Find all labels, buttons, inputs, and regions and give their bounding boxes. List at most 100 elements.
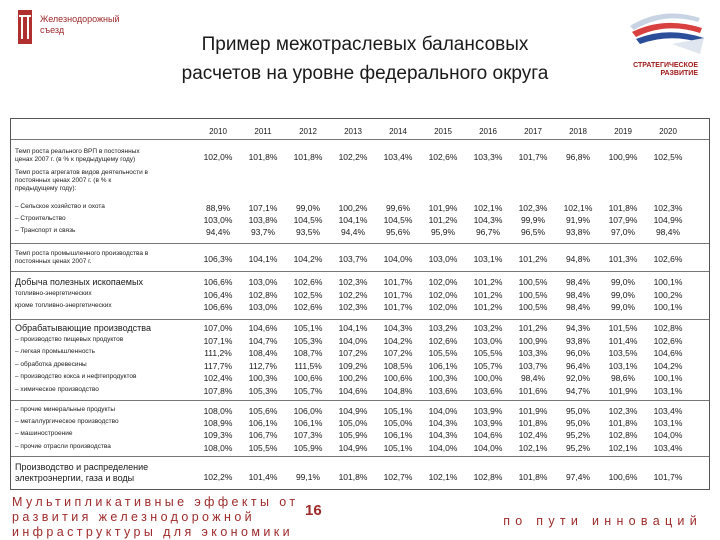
- value-cell: 105,1%: [293, 323, 323, 333]
- value-cell: 103,0%: [428, 254, 458, 264]
- value-cell: 97,0%: [610, 227, 636, 237]
- row-label-line: предыдущему году):: [15, 185, 77, 192]
- logo-left: Железнодорожный съезд: [18, 10, 138, 50]
- value-cell: 99,9%: [520, 215, 546, 225]
- value-cell: 102,3%: [338, 277, 368, 287]
- row-label-line: – металлургическое производство: [15, 418, 119, 425]
- value-cell: 103,4%: [653, 406, 683, 416]
- value-cell: 102,0%: [428, 277, 458, 287]
- value-cell: 92,0%: [565, 373, 591, 383]
- value-cell: 88,9%: [205, 203, 231, 213]
- value-cell: 103,2%: [473, 323, 503, 333]
- footer-tagline: по пути инноваций: [503, 514, 702, 528]
- value-cell: 101,4%: [248, 472, 278, 482]
- value-cell: 103,8%: [248, 215, 278, 225]
- table-row: топливно-энергетических 106,4% 102,8% 102,5…: [11, 290, 709, 304]
- value-cell: 105,6%: [248, 406, 278, 416]
- value-cell: 104,3%: [428, 418, 458, 428]
- value-cell: 104,6%: [338, 386, 368, 396]
- value-cell: 100,3%: [248, 373, 278, 383]
- value-cell: 107,1%: [203, 336, 233, 346]
- footer-line2: развития железнодорожной: [12, 510, 256, 524]
- year-header: 2015: [434, 127, 452, 136]
- value-cell: 104,1%: [248, 254, 278, 264]
- row-label: – Строительство: [15, 215, 66, 223]
- value-cell: 104,5%: [383, 215, 413, 225]
- value-cell: 105,5%: [248, 443, 278, 453]
- value-cell: 103,0%: [248, 302, 278, 312]
- table-row: – машиностроение 109,3% 106,7% 107,3% 105,9%…: [11, 430, 709, 444]
- value-cell: 96,8%: [565, 152, 591, 162]
- value-cell: 102,6%: [428, 152, 458, 162]
- row-label: Добыча полезных ископаемых: [15, 277, 143, 288]
- value-cell: 102,1%: [563, 203, 593, 213]
- table-divider: [11, 139, 709, 140]
- value-cell: 105,3%: [248, 386, 278, 396]
- value-cell: 105,9%: [293, 443, 323, 453]
- value-cell: 102,1%: [518, 443, 548, 453]
- value-cell: 94,3%: [565, 323, 591, 333]
- value-cell: 104,6%: [248, 323, 278, 333]
- value-cell: 105,9%: [338, 430, 368, 440]
- value-cell: 102,5%: [293, 290, 323, 300]
- row-label-line: – Транспорт и связь: [15, 227, 76, 234]
- value-cell: 93,8%: [565, 227, 591, 237]
- logo-right: СТРАТЕГИЧЕСКОЕ РАЗВИТИЕ: [612, 6, 712, 86]
- value-cell: 102,2%: [338, 290, 368, 300]
- value-cell: 102,1%: [428, 472, 458, 482]
- value-cell: 93,8%: [565, 336, 591, 346]
- value-cell: 103,7%: [518, 361, 548, 371]
- logo-right-line1: СТРАТЕГИЧЕСКОЕ: [633, 62, 698, 69]
- value-cell: 104,2%: [383, 336, 413, 346]
- value-cell: 103,3%: [518, 348, 548, 358]
- row-label: Темп роста агрегатов видов деятельности …: [15, 169, 148, 193]
- logo-right-text: СТРАТЕГИЧЕСКОЕ РАЗВИТИЕ: [633, 62, 698, 78]
- value-cell: 102,8%: [653, 323, 683, 333]
- row-label-line: – прочие минеральные продукты: [15, 406, 116, 413]
- value-cell: 106,0%: [293, 406, 323, 416]
- table-divider: [11, 271, 709, 272]
- value-cell: 100,6%: [293, 373, 323, 383]
- table-row: – химическое производство 107,8% 105,3% 105…: [11, 386, 709, 400]
- value-cell: 117,7%: [203, 361, 233, 371]
- row-label: – прочие отрасли производства: [15, 443, 111, 451]
- value-cell: 101,2%: [473, 302, 503, 312]
- table-row: – производство пищевых продуктов 107,1% 10…: [11, 336, 709, 350]
- value-cell: 106,3%: [203, 254, 233, 264]
- row-label: Обрабатывающие производства: [15, 323, 151, 334]
- table-row: – прочие отрасли производства 108,0% 105,5…: [11, 443, 709, 457]
- value-cell: 104,3%: [473, 215, 503, 225]
- value-cell: 107,9%: [608, 215, 638, 225]
- value-cell: 102,6%: [293, 302, 323, 312]
- value-cell: 96,4%: [565, 361, 591, 371]
- row-label-line: – обработка древесины: [15, 361, 87, 368]
- value-cell: 96,0%: [565, 348, 591, 358]
- year-header: 2014: [389, 127, 407, 136]
- value-cell: 104,1%: [338, 215, 368, 225]
- value-cell: 99,6%: [385, 203, 411, 213]
- value-cell: 100,9%: [608, 152, 638, 162]
- value-cell: 101,2%: [473, 277, 503, 287]
- value-cell: 103,0%: [248, 277, 278, 287]
- table-divider: [11, 243, 709, 244]
- table-divider: [11, 456, 709, 457]
- value-cell: 100,0%: [473, 373, 503, 383]
- value-cell: 96,5%: [520, 227, 546, 237]
- value-cell: 101,7%: [383, 302, 413, 312]
- value-cell: 100,1%: [653, 277, 683, 287]
- value-cell: 95,0%: [565, 418, 591, 428]
- value-cell: 100,5%: [518, 290, 548, 300]
- value-cell: 111,2%: [204, 348, 232, 358]
- value-cell: 102,5%: [653, 152, 683, 162]
- row-label: – производство кокса и нефтепродуктов: [15, 373, 136, 381]
- value-cell: 100,2%: [338, 373, 368, 383]
- table-row: Темп роста реального ВРП в постоянных цен…: [11, 148, 709, 163]
- row-label: – химическое производство: [15, 386, 99, 394]
- row-label-line: Темп роста агрегатов видов деятельности …: [15, 169, 148, 176]
- value-cell: 107,2%: [338, 348, 368, 358]
- row-label-line: Темп роста промышленного производства в: [15, 250, 149, 257]
- value-cell: 99,0%: [610, 302, 636, 312]
- value-cell: 102,8%: [608, 430, 638, 440]
- value-cell: 112,7%: [248, 361, 278, 371]
